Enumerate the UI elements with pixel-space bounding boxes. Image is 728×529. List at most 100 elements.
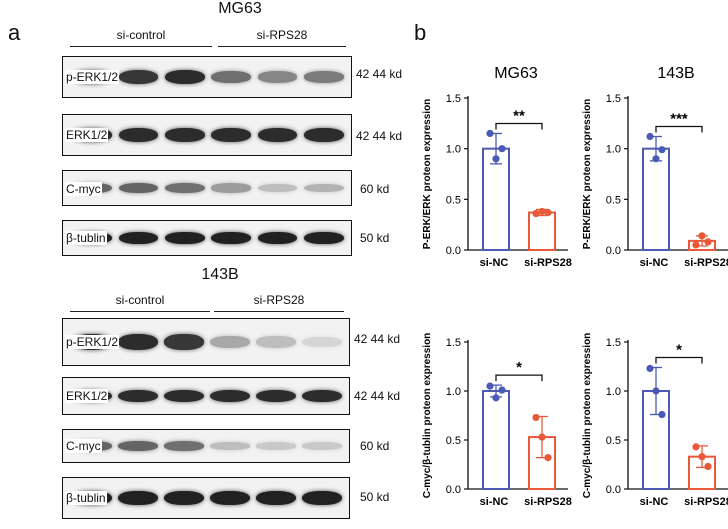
blot-band	[164, 490, 204, 506]
data-point	[532, 209, 540, 218]
group-line-control	[70, 46, 212, 47]
panel-a-letter: a	[8, 20, 21, 45]
y-tick-label: 1.5	[606, 93, 621, 105]
data-point	[486, 129, 494, 138]
group-label-knockdown: si-RPS28	[256, 28, 308, 42]
y-axis-label: C-myc/β-tublin proteon expression	[582, 333, 593, 499]
bar	[642, 390, 670, 490]
data-point	[538, 207, 546, 216]
blot-band	[118, 389, 158, 403]
x-tick-label: si-NC	[640, 257, 669, 269]
group-label-control: si-control	[115, 293, 165, 307]
data-point	[698, 453, 706, 461]
data-point	[646, 132, 654, 141]
blot-band	[118, 127, 159, 143]
bar	[482, 390, 510, 490]
blot-row-label: β-tublin	[65, 491, 107, 505]
blot-band	[303, 127, 344, 143]
blot-band	[164, 127, 205, 143]
blot-strip: C-myc	[62, 429, 350, 463]
blot-band	[164, 231, 205, 245]
blot-band	[303, 71, 344, 83]
y-axis-label: P-ERK/ERK proteon expression	[582, 99, 593, 250]
y-tick-label: 1.0	[446, 144, 461, 156]
molecular-weight-label: 42 44 kd	[356, 67, 403, 81]
blot-band	[211, 231, 252, 245]
blot-band	[302, 389, 342, 403]
chart-title: 143B	[657, 65, 694, 82]
blot-band	[164, 182, 205, 194]
x-tick-label: si-NC	[480, 257, 509, 269]
blot-row-label: C-myc	[65, 439, 102, 453]
panel-b-letter: b	[414, 20, 427, 45]
blot-row-label: p-ERK1/2	[65, 335, 120, 349]
blot-band	[118, 182, 159, 194]
molecular-weight-label: 42 44 kd	[356, 129, 403, 143]
x-tick-label: si-RPS28	[524, 496, 572, 508]
data-point	[544, 208, 552, 217]
x-tick-label: si-RPS28	[684, 257, 728, 269]
significance-label: *	[676, 341, 682, 358]
bar	[642, 147, 670, 251]
x-tick-label: si-RPS28	[684, 496, 728, 508]
blot-band	[302, 442, 342, 450]
x-tick-label: si-NC	[480, 496, 509, 508]
bar-chart-143b-perk: 143B P-ERK/ERK proteon expression 0.0 0.5 1.…	[582, 65, 728, 269]
blot-band	[210, 389, 250, 403]
blot-band	[256, 442, 296, 450]
blot-strip: β-tublin	[62, 477, 350, 519]
significance-bracket	[495, 374, 543, 382]
y-tick-label: 1.0	[606, 144, 621, 156]
data-point	[492, 394, 500, 402]
molecular-weight-label: 50 kd	[360, 490, 390, 504]
blot-strip: ERK1/2	[62, 377, 350, 415]
blot-band	[303, 183, 344, 193]
blot-strip: p-ERK1/2	[62, 318, 350, 366]
data-point	[486, 382, 494, 390]
data-point	[658, 410, 666, 419]
group-label-control: si-control	[116, 28, 166, 42]
y-tick-label: 0.0	[606, 484, 621, 496]
data-point	[692, 443, 700, 451]
data-point	[698, 232, 706, 240]
y-tick-label: 0.5	[446, 194, 461, 206]
x-tick-label: si-NC	[640, 496, 669, 508]
blot-band	[256, 336, 296, 348]
x-tick-label: si-RPS28	[524, 257, 572, 269]
y-axis-label: C-myc/β-tublin proteon expression	[422, 333, 433, 499]
blot-strip: p-ERK1/2	[62, 56, 352, 98]
blot-band	[211, 183, 252, 193]
significance-bracket	[495, 122, 543, 130]
blot-band	[211, 70, 252, 84]
blot-band	[256, 389, 296, 403]
data-point	[652, 155, 660, 163]
chart-title: MG63	[494, 65, 538, 82]
bar-chart-mg63-perk: MG63 P-ERK/ERK proteon expression 0.0 0.5 1.…	[422, 65, 572, 269]
y-tick-label: 0.5	[446, 435, 461, 447]
blot-band	[118, 333, 158, 351]
molecular-weight-label: 42 44 kd	[354, 389, 401, 403]
blot-band	[302, 336, 342, 348]
data-point	[538, 433, 546, 441]
blot-band	[257, 183, 298, 193]
significance-bracket	[655, 125, 703, 133]
y-axis-label: P-ERK/ERK proteon expression	[422, 99, 433, 250]
molecular-weight-label: 42 44 kd	[354, 332, 401, 346]
data-point	[692, 241, 700, 249]
blot-row-label: p-ERK1/2	[65, 70, 120, 84]
y-tick-label: 1.5	[446, 93, 461, 105]
data-point	[492, 155, 500, 163]
molecular-weight-label: 60 kd	[360, 182, 390, 196]
y-tick-label: 0.0	[446, 484, 461, 496]
y-tick-label: 0.5	[606, 194, 621, 206]
blot-row-label: C-myc	[65, 182, 102, 196]
blot-band	[164, 389, 204, 403]
molecular-weight-label: 50 kd	[360, 231, 390, 245]
significance-label: **	[513, 107, 525, 124]
data-point	[704, 462, 712, 471]
y-tick-label: 0.0	[606, 245, 621, 257]
data-point	[658, 146, 666, 154]
blot-row-label: ERK1/2	[65, 128, 109, 142]
blot-band	[257, 231, 298, 245]
blot-band	[211, 127, 252, 143]
